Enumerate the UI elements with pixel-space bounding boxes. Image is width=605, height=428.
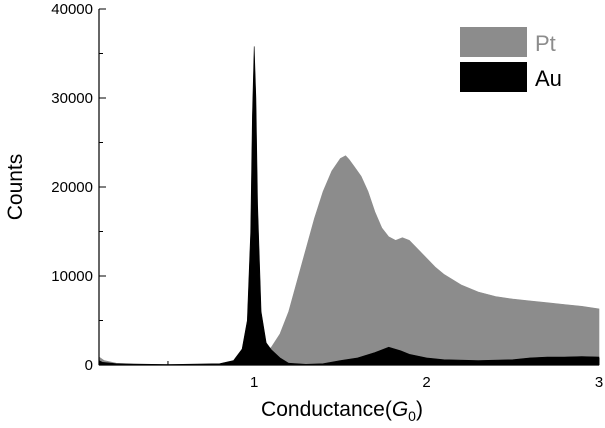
tick-label-layer: 1 2 3 0 10000 20000 30000 40000	[51, 1, 603, 391]
x-tick-label: 3	[595, 374, 603, 391]
legend: Pt Au	[460, 27, 562, 92]
y-tick-label: 40000	[51, 1, 93, 18]
y-tick-label: 30000	[51, 90, 93, 107]
legend-swatch-au	[460, 62, 527, 92]
series-au-area	[98, 46, 600, 366]
y-tick-label: 0	[85, 357, 93, 374]
x-axis-title-symbol: G	[392, 398, 408, 421]
x-axis-title-subscript: 0	[408, 408, 416, 424]
x-axis-title: Conductance(G0)	[261, 398, 423, 424]
y-tick-label: 20000	[51, 179, 93, 196]
y-axis-title: Counts	[4, 154, 27, 221]
x-tick-label: 2	[422, 374, 430, 391]
y-tick-label: 10000	[51, 268, 93, 285]
axis-layer	[98, 8, 600, 366]
x-tick-label: 1	[250, 374, 258, 391]
legend-swatch-pt	[460, 27, 527, 57]
legend-label-au: Au	[535, 66, 562, 91]
series-pt-area	[98, 155, 600, 366]
legend-label-pt: Pt	[535, 31, 556, 56]
x-axis-title-text: Conductance	[261, 398, 385, 421]
series-layer	[98, 46, 600, 366]
